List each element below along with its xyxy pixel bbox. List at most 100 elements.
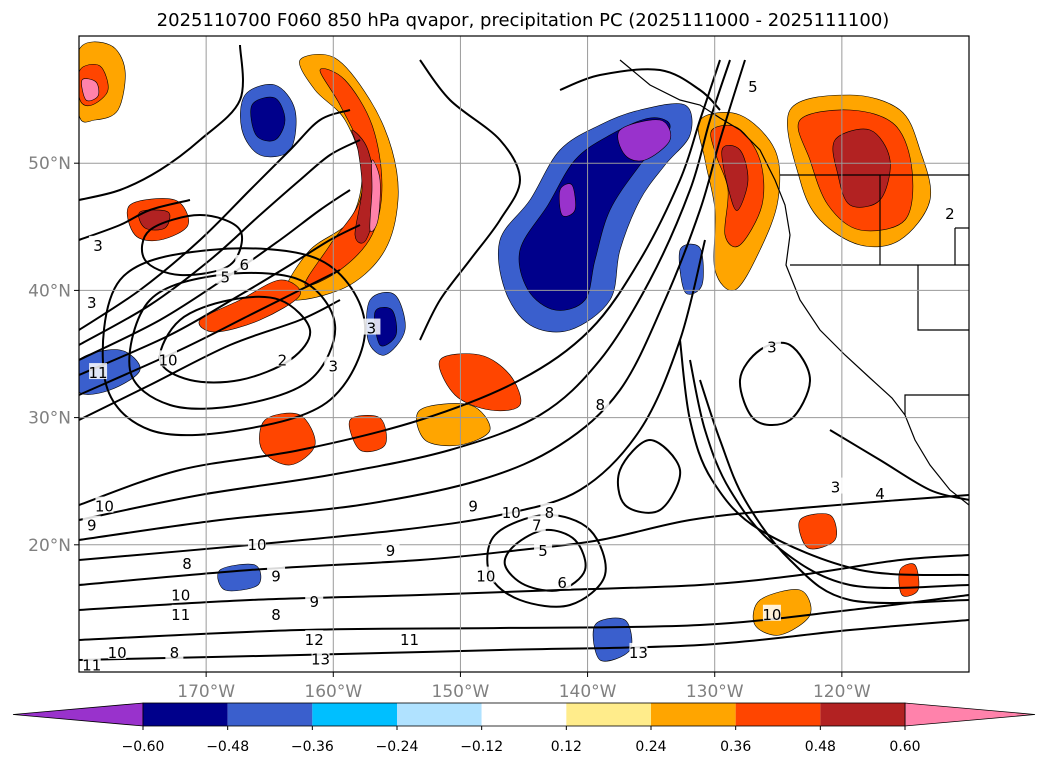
contour-label-bg (762, 604, 781, 621)
contour-label: 9 (309, 593, 319, 611)
contour-label-bg (95, 496, 114, 513)
contour-label-bg (267, 566, 286, 583)
precip-blob-red (438, 353, 522, 412)
contour-label: 8 (596, 396, 606, 414)
contour-label-bg (171, 604, 190, 621)
contour-label-bg (826, 477, 845, 494)
contour-label-bg (400, 630, 419, 647)
contour-label: 11 (400, 631, 419, 649)
y-tick-label: 20°N (28, 536, 71, 556)
contour-label: 11 (89, 364, 108, 382)
coastline-layer (619, 59, 969, 506)
contour-label-bg (540, 503, 559, 519)
contour-label: 10 (108, 644, 127, 662)
chart-title: 2025110700 F060 850 hPa qvapor, precipit… (157, 10, 890, 31)
colorbar-tick-label: −0.12 (460, 739, 503, 755)
colorbar-tick-label: 0.12 (551, 739, 582, 755)
qvapor-contour (679, 339, 969, 577)
contour-label: 10 (171, 587, 190, 605)
x-tick-label: 140°W (559, 682, 617, 702)
contour-label-bg (305, 630, 324, 647)
colorbar-outline (142, 702, 906, 727)
contour-label-bg (235, 254, 254, 271)
contour-label: 2 (945, 205, 955, 223)
coastline (619, 59, 969, 506)
qvapor-contour (699, 379, 969, 604)
qvapor-contour (79, 594, 969, 641)
colorbar-tick-label: −0.48 (206, 739, 249, 755)
x-tick-label: 130°W (686, 682, 744, 702)
contour-label-bg (89, 235, 108, 252)
contour-label: 3 (87, 294, 97, 312)
coastline (917, 265, 969, 331)
contour-label: 10 (502, 504, 521, 522)
precip-blob-darkred (138, 209, 171, 231)
precip-blob-blue (678, 243, 704, 295)
contour-label: 10 (158, 351, 177, 369)
qvapor-contour (79, 199, 191, 241)
contour-label-bg (89, 363, 108, 380)
contour-label-bg (476, 566, 495, 583)
contour-label: 13 (629, 644, 648, 662)
contour-label-bg (82, 515, 101, 532)
contour-label: 11 (82, 657, 101, 675)
precip-blob-red (259, 412, 316, 466)
precip-blob-blue (217, 563, 262, 592)
colorbar-tick-label: 0.36 (720, 739, 751, 755)
contour-label: 10 (476, 568, 495, 586)
contour-label-bg (762, 337, 781, 354)
contour-label: 9 (468, 498, 478, 516)
colorbar-tick-label: −0.36 (291, 739, 334, 755)
contour-label: 2 (278, 351, 288, 369)
qvapor-contour (79, 494, 969, 586)
contour-label: 11 (171, 606, 190, 624)
contour-label: 12 (305, 631, 324, 649)
colorbar-extend-high (904, 702, 1036, 727)
contour-label: 8 (170, 644, 180, 662)
colorbar-tick-label: −0.24 (376, 739, 419, 755)
contour-label: 9 (271, 568, 281, 586)
map-frame (78, 35, 970, 673)
colorbar-ticks: −0.60 −0.48 −0.36 −0.24 −0.12 0.12 0.24 0.36 0.4… (122, 726, 921, 755)
contour-label: 6 (557, 574, 567, 592)
contour-label: 13 (311, 650, 330, 668)
contour-label: 10 (762, 606, 781, 624)
contour-label-bg (527, 515, 546, 532)
precip-blob-red (798, 513, 837, 550)
x-tick-label: 160°W (304, 682, 362, 702)
qvapor-contour (829, 429, 969, 501)
contour-label: 7 (532, 517, 542, 535)
precip-blob-purple (558, 183, 576, 217)
contour-label-bg (178, 553, 197, 570)
contour-label: 9 (386, 542, 396, 560)
contour-label: 10 (247, 536, 266, 554)
coastline (904, 394, 969, 415)
contour-label: 5 (538, 542, 548, 560)
contour-label: 3 (329, 358, 339, 376)
colorbar-segment (735, 703, 821, 726)
colorbar-segment (143, 703, 228, 726)
qvapor-contour-ring (616, 438, 682, 514)
qvapor-contour (79, 59, 746, 541)
contour-label-bg (165, 642, 184, 659)
colorbar-segment (481, 703, 567, 726)
colorbar-tick-label: 0.24 (635, 739, 666, 755)
qvapor-contour-ring (128, 271, 337, 410)
colorbar-tick-label: 0.48 (805, 739, 836, 755)
precip-blob-red (348, 415, 387, 453)
contour-label-bg (216, 267, 235, 284)
contour-label: 5 (220, 269, 230, 287)
qvapor-contour (559, 68, 721, 111)
contour-label-bg (629, 642, 648, 659)
colorbar-segment (227, 703, 313, 726)
x-tick-label: 150°W (432, 682, 490, 702)
contour-label-bg (381, 541, 400, 558)
precip-blob-purple (617, 119, 671, 162)
qvapor-contour (79, 44, 244, 201)
contour-label: 6 (240, 256, 250, 274)
colorbar-extend-low (12, 702, 144, 727)
contour-label-bg (534, 541, 553, 558)
